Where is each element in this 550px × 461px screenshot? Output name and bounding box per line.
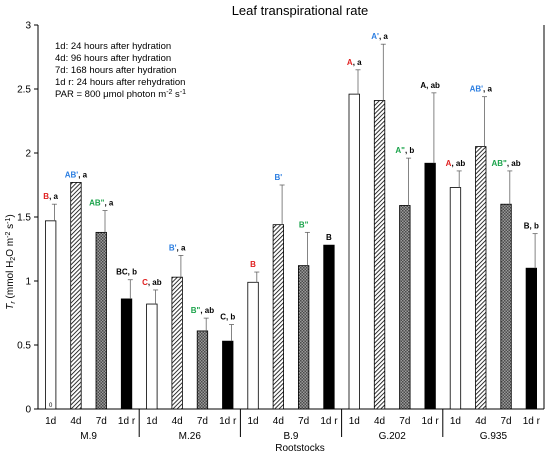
x-tick-label: 1d [247, 416, 258, 427]
group-label: M.9 [80, 431, 97, 442]
annotation-1dr: 1d r: 24 hours after rehydration [55, 77, 185, 88]
x-tick-label: 7d [197, 416, 208, 427]
x-tick-label: 1d r [320, 416, 338, 427]
significance-label: AB', a [65, 170, 88, 179]
bar [297, 265, 310, 410]
significance-label: A, ab [420, 81, 440, 90]
group-label: G.935 [480, 431, 508, 442]
chart-title: Leaf transpirational rate [232, 3, 369, 18]
significance-label: B [250, 260, 256, 269]
bar [525, 267, 537, 410]
significance-label: BC, b [116, 268, 137, 277]
significance-label: B' [275, 173, 283, 182]
bar [171, 276, 183, 410]
bar [196, 330, 209, 410]
bar [45, 220, 57, 410]
significance-label: AB", a [89, 199, 114, 208]
x-tick-label: 4d [475, 416, 486, 427]
x-tick-label: 1d [146, 416, 157, 427]
significance-label: B', a [169, 243, 186, 252]
x-tick-label: 4d [172, 416, 183, 427]
bar [120, 298, 133, 410]
y-tick-label: 2.5 [17, 85, 31, 96]
group-label: G.202 [379, 431, 407, 442]
significance-label: B, b [524, 222, 539, 231]
x-tick-label: 1d r [523, 416, 541, 427]
zero-value-marker: 0 [49, 403, 53, 409]
x-tick-label: 1d r [219, 416, 237, 427]
x-axis-title: Rootstocks [275, 443, 324, 454]
significance-label: B [326, 233, 332, 242]
bar [348, 93, 360, 410]
group-label: M.26 [179, 431, 202, 442]
bar [449, 187, 462, 410]
bar [272, 224, 285, 410]
bar [146, 303, 158, 410]
bar [222, 340, 234, 410]
significance-label: A", b [395, 146, 414, 155]
annotation-4d: 4d: 96 hours after hydration [55, 53, 171, 64]
x-tick-label: 4d [70, 416, 81, 427]
bar [323, 244, 335, 410]
bar [399, 205, 411, 410]
x-tick-label: 1d r [422, 416, 440, 427]
bar [95, 231, 107, 410]
annotation-par: PAR = 800 μmol photon m-2 s-1 [55, 89, 186, 100]
x-tick-label: 7d [399, 416, 410, 427]
annotation-box: 1d: 24 hours after hydration 4d: 96 hour… [55, 41, 186, 100]
annotation-7d: 7d: 168 hours after hydration [55, 65, 176, 76]
bar [500, 203, 512, 410]
x-tick-label: 1d r [118, 416, 136, 427]
y-axis-title: Tr (mmol H2O m-2 s-1) [5, 214, 17, 309]
bar [247, 281, 259, 410]
significance-label: C, b [220, 313, 235, 322]
y-tick-label: 0.5 [17, 341, 31, 352]
y-tick-label: 3 [25, 21, 31, 32]
bar [424, 162, 436, 410]
significance-label: C, ab [142, 278, 162, 287]
y-tick-label: 1 [25, 277, 31, 288]
significance-label: A', a [371, 32, 388, 41]
group-label: B.9 [283, 431, 298, 442]
bar [373, 100, 386, 410]
x-tick-label: 1d [45, 416, 56, 427]
x-tick-label: 4d [374, 416, 385, 427]
significance-label: A, a [347, 58, 362, 67]
significance-label: B", ab [191, 306, 214, 315]
significance-label: A, ab [446, 159, 466, 168]
y-tick-label: 1.5 [17, 213, 31, 224]
bar [70, 182, 82, 410]
significance-label: AB', a [470, 85, 493, 94]
y-tick-label: 2 [25, 149, 31, 160]
significance-label: B" [299, 220, 309, 229]
x-tick-label: 7d [500, 416, 511, 427]
y-tick-label: 0 [25, 405, 31, 416]
x-tick-label: 7d [96, 416, 107, 427]
x-tick-label: 7d [298, 416, 309, 427]
bar [475, 146, 487, 410]
x-tick-label: 1d [450, 416, 461, 427]
significance-label: AB", ab [491, 159, 520, 168]
x-tick-label: 1d [349, 416, 360, 427]
x-tick-label: 4d [273, 416, 284, 427]
significance-label: B, a [43, 192, 58, 201]
annotation-1d: 1d: 24 hours after hydration [55, 41, 171, 52]
